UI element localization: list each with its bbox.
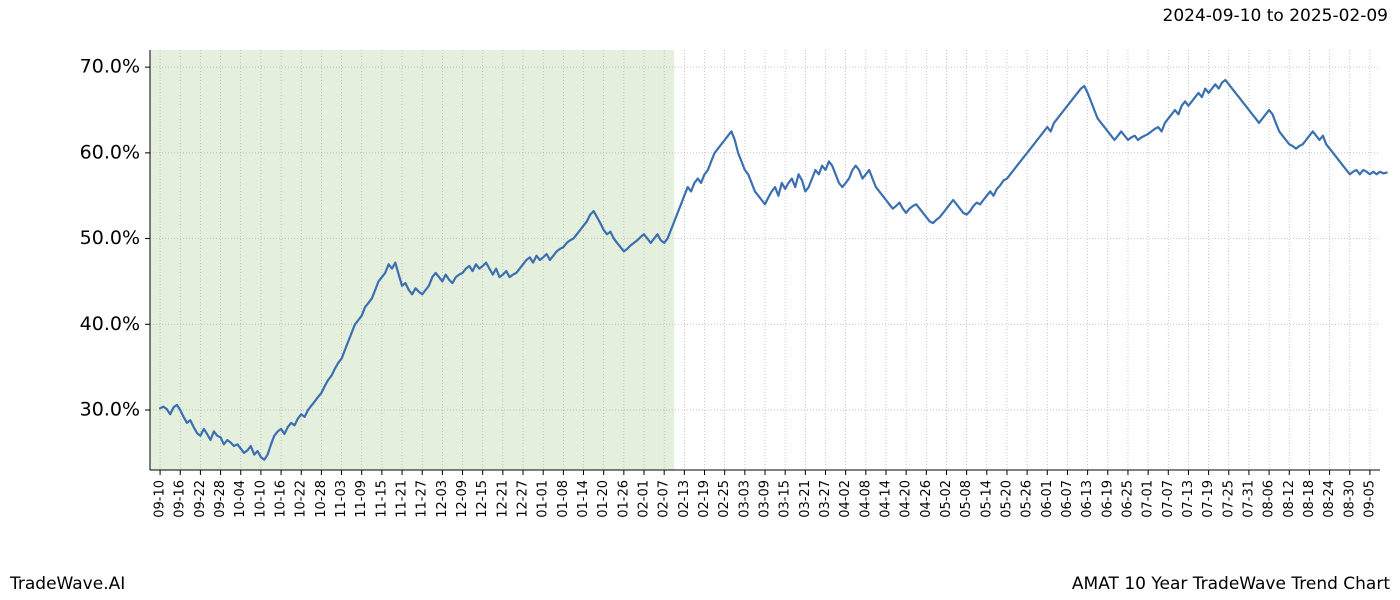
svg-text:11-27: 11-27 <box>415 480 430 518</box>
svg-text:11-03: 11-03 <box>334 480 349 518</box>
svg-text:01-08: 01-08 <box>556 480 571 518</box>
svg-text:11-15: 11-15 <box>374 480 389 518</box>
svg-text:07-25: 07-25 <box>1221 480 1236 518</box>
svg-text:12-21: 12-21 <box>495 480 510 518</box>
svg-text:60.0%: 60.0% <box>80 141 140 163</box>
svg-text:12-09: 12-09 <box>455 480 470 518</box>
svg-text:02-13: 02-13 <box>677 480 692 518</box>
svg-text:05-08: 05-08 <box>959 480 974 518</box>
svg-text:04-08: 04-08 <box>858 480 873 518</box>
svg-text:07-01: 07-01 <box>1141 480 1156 518</box>
svg-text:10-16: 10-16 <box>274 480 289 518</box>
svg-text:04-26: 04-26 <box>919 480 934 518</box>
svg-text:07-19: 07-19 <box>1201 480 1216 518</box>
svg-text:04-14: 04-14 <box>878 480 893 518</box>
svg-text:06-19: 06-19 <box>1100 480 1115 518</box>
svg-text:05-14: 05-14 <box>979 480 994 518</box>
svg-text:08-30: 08-30 <box>1342 480 1357 518</box>
svg-text:10-10: 10-10 <box>253 480 268 518</box>
chart-title: AMAT 10 Year TradeWave Trend Chart <box>1072 574 1390 594</box>
date-range-label: 2024-09-10 to 2025-02-09 <box>1163 6 1388 26</box>
svg-text:12-03: 12-03 <box>435 480 450 518</box>
svg-text:01-01: 01-01 <box>536 480 551 518</box>
svg-text:07-07: 07-07 <box>1161 480 1176 518</box>
svg-text:01-20: 01-20 <box>596 480 611 518</box>
svg-text:03-21: 03-21 <box>798 480 813 518</box>
svg-text:09-05: 09-05 <box>1362 480 1377 518</box>
svg-text:10-22: 10-22 <box>294 480 309 518</box>
svg-text:04-20: 04-20 <box>899 480 914 518</box>
svg-text:08-12: 08-12 <box>1282 480 1297 518</box>
svg-text:06-25: 06-25 <box>1120 480 1135 518</box>
svg-text:10-28: 10-28 <box>314 480 329 518</box>
svg-text:06-07: 06-07 <box>1060 480 1075 518</box>
svg-text:11-21: 11-21 <box>395 480 410 518</box>
svg-text:02-07: 02-07 <box>657 480 672 518</box>
svg-text:09-28: 09-28 <box>213 480 228 518</box>
svg-text:02-19: 02-19 <box>697 480 712 518</box>
svg-text:01-26: 01-26 <box>616 480 631 518</box>
svg-text:01-14: 01-14 <box>576 480 591 518</box>
svg-text:07-31: 07-31 <box>1241 480 1256 518</box>
svg-text:05-26: 05-26 <box>1020 480 1035 518</box>
chart-container: 30.0% 40.0% 50.0% 60.0% 70.0% 09-10 09-16 09-22… <box>0 30 1400 560</box>
svg-text:09-10: 09-10 <box>153 480 168 518</box>
svg-text:30.0%: 30.0% <box>80 399 140 421</box>
svg-text:09-22: 09-22 <box>193 480 208 518</box>
svg-text:50.0%: 50.0% <box>80 227 140 249</box>
svg-text:12-15: 12-15 <box>475 480 490 518</box>
svg-text:10-04: 10-04 <box>233 480 248 518</box>
svg-text:08-18: 08-18 <box>1302 480 1317 518</box>
svg-text:09-16: 09-16 <box>173 480 188 518</box>
svg-text:05-20: 05-20 <box>999 480 1014 518</box>
svg-text:06-01: 06-01 <box>1040 480 1055 518</box>
svg-text:11-09: 11-09 <box>354 480 369 518</box>
svg-text:40.0%: 40.0% <box>80 313 140 335</box>
svg-text:03-03: 03-03 <box>737 480 752 518</box>
trend-chart: 30.0% 40.0% 50.0% 60.0% 70.0% 09-10 09-16 09-22… <box>0 30 1400 560</box>
svg-text:70.0%: 70.0% <box>80 56 140 78</box>
svg-text:02-25: 02-25 <box>717 480 732 518</box>
svg-text:12-27: 12-27 <box>516 480 531 518</box>
svg-text:04-02: 04-02 <box>838 480 853 518</box>
svg-text:06-13: 06-13 <box>1080 480 1095 518</box>
svg-text:03-27: 03-27 <box>818 480 833 518</box>
svg-text:08-06: 08-06 <box>1262 480 1277 518</box>
brand-label: TradeWave.AI <box>10 574 125 594</box>
svg-text:07-13: 07-13 <box>1181 480 1196 518</box>
svg-text:02-01: 02-01 <box>637 480 652 518</box>
svg-text:08-24: 08-24 <box>1322 480 1337 518</box>
svg-text:03-09: 03-09 <box>758 480 773 518</box>
svg-text:03-15: 03-15 <box>778 480 793 518</box>
svg-text:05-02: 05-02 <box>939 480 954 518</box>
